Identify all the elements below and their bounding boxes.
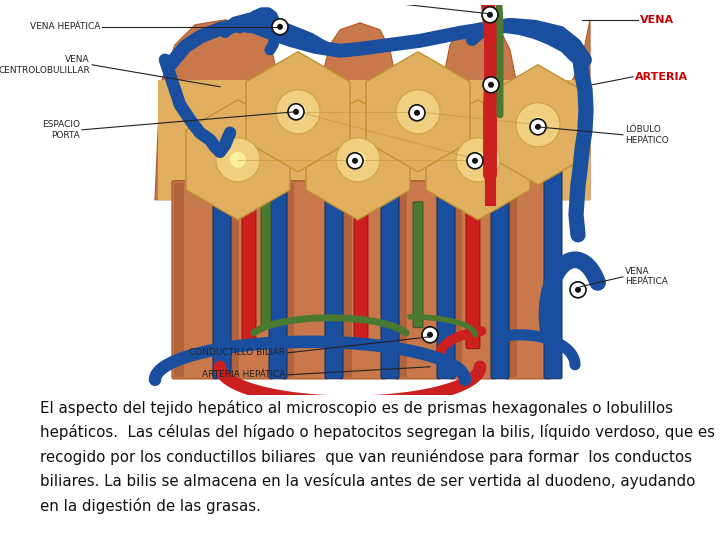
Circle shape bbox=[276, 90, 320, 134]
Circle shape bbox=[272, 19, 288, 35]
Circle shape bbox=[530, 117, 546, 133]
Polygon shape bbox=[155, 20, 590, 200]
FancyBboxPatch shape bbox=[325, 166, 343, 379]
FancyBboxPatch shape bbox=[413, 202, 423, 328]
FancyBboxPatch shape bbox=[381, 166, 399, 379]
Circle shape bbox=[516, 103, 560, 147]
Circle shape bbox=[350, 152, 366, 168]
Text: ARTERIA: ARTERIA bbox=[635, 72, 688, 82]
Polygon shape bbox=[397, 183, 407, 377]
Polygon shape bbox=[229, 183, 239, 377]
Text: ESPACIO
PORTA: ESPACIO PORTA bbox=[42, 120, 80, 139]
Circle shape bbox=[456, 138, 500, 182]
Circle shape bbox=[488, 82, 494, 88]
Circle shape bbox=[427, 332, 433, 338]
Circle shape bbox=[570, 282, 586, 298]
Polygon shape bbox=[486, 65, 590, 185]
Polygon shape bbox=[158, 80, 590, 200]
Text: LÓBULO
HEPÁTICO: LÓBULO HEPÁTICO bbox=[625, 125, 669, 145]
Polygon shape bbox=[186, 100, 290, 220]
FancyBboxPatch shape bbox=[544, 166, 562, 379]
FancyBboxPatch shape bbox=[395, 181, 441, 379]
Polygon shape bbox=[306, 100, 410, 220]
FancyBboxPatch shape bbox=[450, 181, 496, 379]
Circle shape bbox=[290, 104, 306, 120]
Text: VENA
CENTROLOBULILLAR: VENA CENTROLOBULILLAR bbox=[0, 55, 90, 75]
Circle shape bbox=[575, 287, 581, 293]
FancyBboxPatch shape bbox=[340, 181, 386, 379]
FancyBboxPatch shape bbox=[354, 171, 368, 349]
Text: CONDUCTILLO BILIAR: CONDUCTILLO BILIAR bbox=[189, 348, 285, 357]
FancyBboxPatch shape bbox=[282, 181, 328, 379]
Circle shape bbox=[277, 24, 283, 30]
Polygon shape bbox=[342, 183, 352, 377]
FancyBboxPatch shape bbox=[505, 181, 551, 379]
Circle shape bbox=[472, 158, 478, 164]
Text: VENA
HEPÁTICA: VENA HEPÁTICA bbox=[625, 267, 668, 287]
Polygon shape bbox=[246, 52, 350, 172]
Circle shape bbox=[482, 7, 498, 23]
FancyBboxPatch shape bbox=[242, 171, 256, 349]
Polygon shape bbox=[174, 183, 184, 377]
Circle shape bbox=[409, 105, 425, 121]
Circle shape bbox=[535, 124, 541, 130]
FancyBboxPatch shape bbox=[466, 171, 480, 349]
Circle shape bbox=[352, 158, 358, 164]
Circle shape bbox=[293, 109, 299, 115]
Text: VENA HEPÁTICA: VENA HEPÁTICA bbox=[30, 22, 100, 31]
FancyBboxPatch shape bbox=[227, 181, 273, 379]
Circle shape bbox=[347, 153, 363, 169]
Polygon shape bbox=[366, 52, 470, 172]
Circle shape bbox=[230, 152, 246, 168]
Circle shape bbox=[216, 138, 260, 182]
Text: El aspecto del tejido hepático al microscopio es de prismas hexagonales o lobuli: El aspecto del tejido hepático al micros… bbox=[40, 400, 714, 514]
Circle shape bbox=[396, 90, 440, 134]
FancyBboxPatch shape bbox=[261, 202, 271, 328]
FancyBboxPatch shape bbox=[437, 166, 455, 379]
Circle shape bbox=[487, 12, 493, 18]
Circle shape bbox=[422, 327, 438, 343]
Text: ARTERIA HEPÁTICA: ARTERIA HEPÁTICA bbox=[202, 370, 285, 379]
Text: VENA: VENA bbox=[640, 15, 674, 25]
Circle shape bbox=[467, 153, 483, 169]
Polygon shape bbox=[507, 183, 517, 377]
Circle shape bbox=[414, 110, 420, 116]
FancyBboxPatch shape bbox=[491, 166, 509, 379]
Circle shape bbox=[483, 77, 499, 93]
Polygon shape bbox=[284, 183, 294, 377]
FancyBboxPatch shape bbox=[172, 181, 218, 379]
Circle shape bbox=[410, 104, 426, 120]
Circle shape bbox=[470, 152, 486, 168]
FancyBboxPatch shape bbox=[213, 166, 231, 379]
Polygon shape bbox=[426, 100, 530, 220]
Circle shape bbox=[530, 119, 546, 135]
Polygon shape bbox=[452, 183, 462, 377]
Circle shape bbox=[336, 138, 380, 182]
FancyBboxPatch shape bbox=[269, 166, 287, 379]
Circle shape bbox=[288, 104, 304, 120]
